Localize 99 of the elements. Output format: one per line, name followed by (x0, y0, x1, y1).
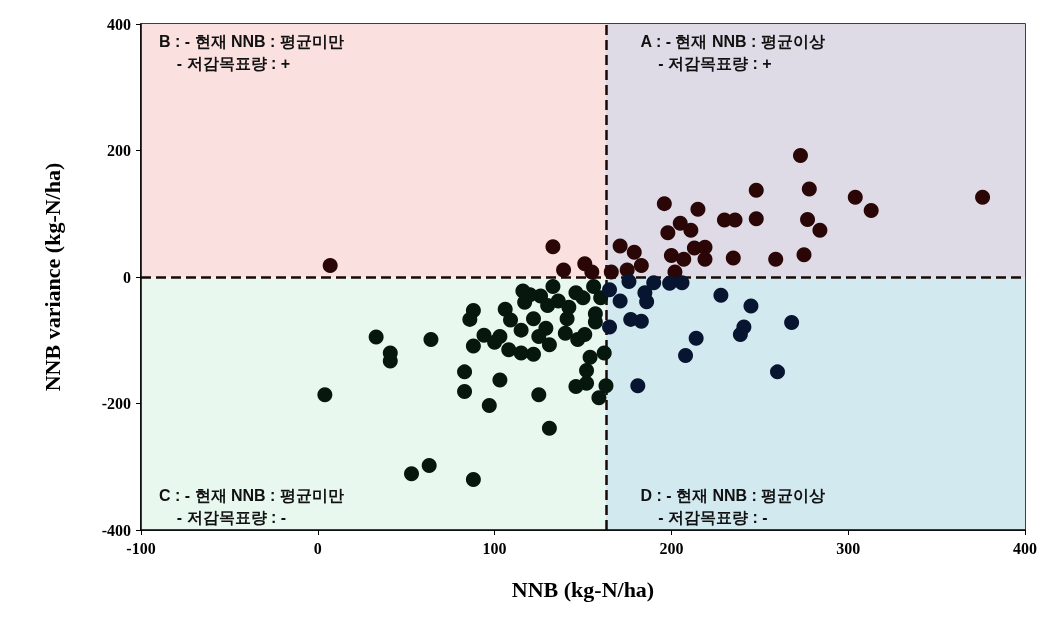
point (863, 203, 879, 219)
point (660, 225, 676, 241)
point (584, 264, 600, 280)
point (748, 182, 764, 198)
point (556, 262, 572, 278)
x-tick-label: 300 (836, 539, 861, 557)
point (768, 251, 784, 267)
y-tick-label: 400 (107, 15, 131, 33)
point (526, 311, 541, 327)
point (975, 189, 991, 205)
point (639, 294, 655, 310)
point (748, 211, 764, 227)
point (621, 273, 637, 289)
point (531, 328, 547, 344)
point (770, 364, 785, 380)
point (457, 364, 473, 380)
point (812, 222, 828, 238)
point (732, 327, 748, 343)
point (725, 250, 741, 266)
point (602, 282, 618, 298)
point (630, 378, 646, 394)
annotation: A : - 현재 NNB : 평균이상 - 저감목표량 : + (640, 32, 825, 72)
point (612, 293, 628, 309)
y-axis-title: NNB variance (kg-N/ha) (39, 162, 65, 392)
point (545, 278, 561, 294)
y-tick-label: -400 (101, 521, 131, 539)
point (421, 457, 437, 473)
point (612, 238, 628, 254)
point (545, 239, 561, 255)
point (465, 471, 481, 487)
point (465, 338, 481, 354)
point (557, 325, 573, 341)
point (575, 290, 591, 306)
point (792, 148, 808, 164)
point (727, 212, 743, 228)
point (796, 247, 812, 263)
x-axis-title: NNB (kg-N/ha) (511, 576, 655, 602)
point (317, 387, 333, 403)
point (633, 258, 649, 274)
point (492, 328, 508, 344)
point (513, 322, 529, 338)
point (501, 342, 517, 358)
point (368, 329, 384, 345)
point (404, 466, 419, 482)
point (602, 319, 618, 335)
y-tick-label: 0 (123, 268, 131, 286)
point (626, 244, 642, 260)
point (800, 211, 816, 227)
point (591, 390, 607, 406)
point (596, 345, 612, 361)
point (541, 420, 557, 436)
point (672, 215, 688, 231)
point (322, 258, 338, 274)
point (457, 383, 473, 399)
x-tick-label: -100 (126, 539, 156, 557)
point (531, 387, 547, 403)
point (423, 332, 439, 348)
point (743, 298, 759, 314)
point (582, 349, 598, 365)
x-tick-label: 0 (313, 539, 322, 557)
point (586, 278, 602, 294)
point (476, 327, 492, 343)
point (662, 275, 678, 291)
point (503, 312, 519, 328)
point (713, 287, 729, 303)
point (526, 346, 541, 362)
annotation: C : - 현재 NNB : 평균미만 - 저감목표량 : - (159, 486, 344, 526)
point (633, 313, 649, 329)
x-tick-label: 100 (482, 539, 507, 557)
point (579, 363, 595, 379)
point (481, 397, 497, 413)
point (688, 330, 704, 346)
x-tick-label: 200 (659, 539, 684, 557)
x-tick-label: 400 (1013, 539, 1037, 557)
point (462, 311, 478, 327)
point (690, 201, 706, 217)
point (784, 315, 800, 331)
point (513, 345, 529, 361)
y-tick-label: -200 (101, 395, 131, 412)
point (847, 189, 863, 205)
point (577, 327, 593, 343)
point (676, 251, 692, 267)
point (801, 181, 817, 197)
point (678, 347, 694, 363)
point (663, 248, 679, 263)
y-tick-label: 200 (107, 142, 131, 159)
point (697, 251, 713, 267)
point (492, 372, 508, 388)
annotation: B : - 현재 NNB : 평균미만 - 저감목표량 : + (159, 32, 344, 72)
point (646, 275, 662, 291)
point (568, 378, 584, 394)
annotation: D : - 현재 NNB : 평균이상 - 저감목표량 : - (640, 486, 826, 526)
point (683, 222, 699, 238)
point (603, 264, 619, 280)
point (674, 275, 690, 291)
point (559, 311, 575, 327)
point (656, 196, 672, 212)
point (598, 378, 614, 394)
point (541, 337, 557, 353)
